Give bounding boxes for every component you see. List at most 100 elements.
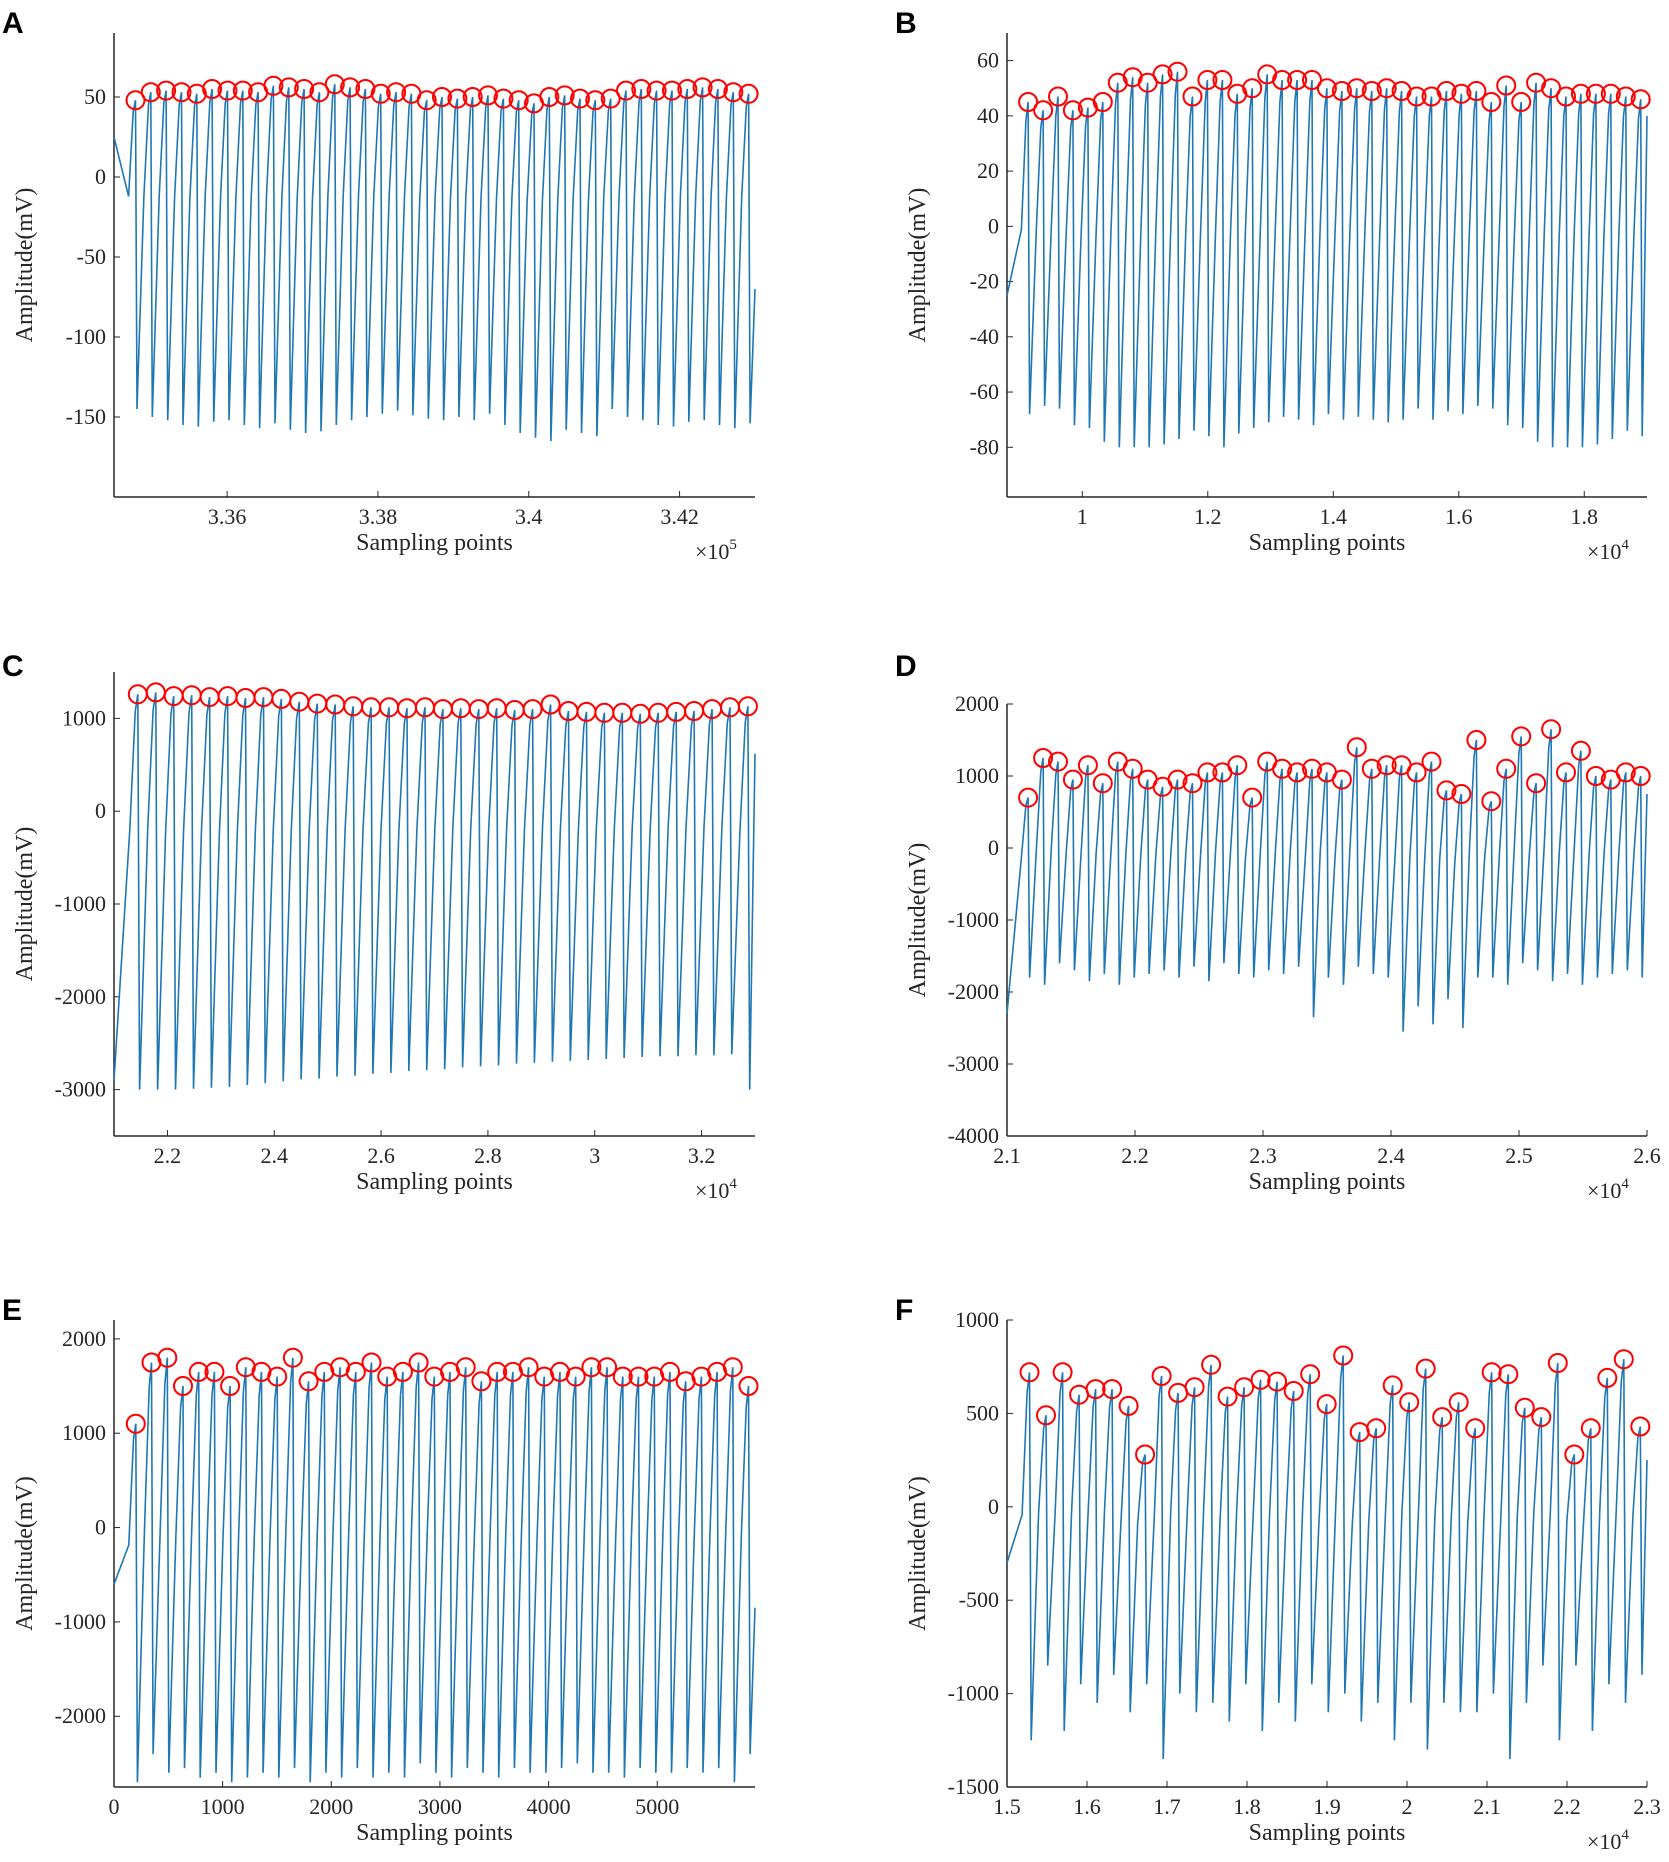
peak-marker bbox=[1376, 78, 1397, 99]
peak-marker bbox=[140, 82, 161, 103]
peak-marker bbox=[1018, 787, 1039, 808]
peak-marker bbox=[565, 1366, 586, 1387]
peak-marker bbox=[1331, 769, 1352, 790]
peak-marker bbox=[1033, 100, 1054, 121]
x-tick-label: 2.4 bbox=[1377, 1143, 1405, 1168]
x-axis-label: Sampling points bbox=[356, 1169, 513, 1195]
peak-marker bbox=[508, 90, 529, 111]
peak-marker bbox=[522, 699, 543, 720]
x-tick-label: 1000 bbox=[201, 1794, 245, 1819]
peak-marker bbox=[1184, 1377, 1205, 1398]
peak-marker bbox=[1511, 726, 1532, 747]
peak-marker bbox=[1018, 92, 1039, 112]
y-tick-label: -2000 bbox=[55, 1703, 106, 1728]
x-axis-label: Sampling points bbox=[356, 530, 513, 556]
peak-marker bbox=[1287, 70, 1308, 90]
peak-marker bbox=[156, 80, 177, 101]
peak-marker bbox=[361, 1352, 382, 1373]
peak-marker bbox=[1564, 1444, 1585, 1465]
peak-marker bbox=[355, 79, 376, 99]
peak-marker bbox=[1406, 86, 1427, 107]
peak-marker bbox=[1465, 1418, 1486, 1439]
peak-marker bbox=[1541, 78, 1562, 99]
panel-letter: D bbox=[895, 650, 917, 683]
peak-marker bbox=[282, 1347, 303, 1368]
peak-marker bbox=[267, 1366, 288, 1387]
peak-marker bbox=[1234, 1377, 1255, 1398]
x-tick-label: 3.36 bbox=[208, 504, 247, 529]
peak-marker bbox=[738, 83, 759, 104]
peak-marker bbox=[125, 1413, 146, 1434]
peak-marker bbox=[462, 87, 483, 107]
x-axis-label: Sampling points bbox=[1249, 1169, 1406, 1195]
x-tick-label: 1.2 bbox=[1194, 504, 1222, 529]
peak-marker bbox=[478, 85, 498, 106]
peak-marker bbox=[173, 1376, 193, 1396]
x-tick-label: 2.2 bbox=[1553, 1794, 1581, 1819]
peak-marker bbox=[1556, 86, 1576, 107]
peak-marker bbox=[707, 79, 728, 99]
peak-marker bbox=[518, 1357, 539, 1378]
y-tick-label: -2000 bbox=[55, 984, 106, 1009]
peak-marker bbox=[493, 88, 514, 109]
signal-trace bbox=[1006, 71, 1648, 448]
y-tick-label: 1000 bbox=[62, 1420, 106, 1445]
peak-marker bbox=[1580, 1418, 1601, 1439]
peak-marker bbox=[1630, 1416, 1651, 1437]
y-tick-label: -20 bbox=[970, 269, 999, 294]
peak-marker bbox=[1541, 719, 1562, 740]
peak-marker bbox=[1511, 92, 1532, 112]
x-tick-label: 1.9 bbox=[1313, 1794, 1341, 1819]
peak-marker bbox=[1615, 762, 1636, 783]
peak-marker bbox=[1570, 83, 1591, 104]
y-tick-label: -150 bbox=[66, 404, 106, 429]
peak-marker bbox=[1062, 100, 1083, 121]
y-tick-label: 20 bbox=[977, 158, 999, 183]
x-tick-label: 3.42 bbox=[660, 504, 699, 529]
x-axis-label: Sampling points bbox=[1249, 530, 1406, 556]
y-tick-label: -1000 bbox=[948, 1681, 999, 1706]
peak-marker bbox=[581, 1357, 602, 1378]
peak-marker bbox=[1102, 1379, 1123, 1400]
y-tick-label: 50 bbox=[84, 84, 106, 109]
peak-marker bbox=[1167, 769, 1188, 790]
peak-marker bbox=[455, 1357, 476, 1378]
peak-marker bbox=[1615, 86, 1636, 107]
panel-letter: A bbox=[2, 7, 24, 40]
x-tick-label: 2.6 bbox=[367, 1143, 395, 1168]
peak-marker bbox=[1152, 64, 1173, 85]
peak-marker bbox=[1135, 1444, 1156, 1465]
peak-marker bbox=[204, 1361, 225, 1382]
peak-marker bbox=[692, 77, 713, 98]
peak-marker bbox=[660, 1361, 680, 1382]
peak-marker bbox=[1048, 86, 1068, 107]
peak-marker bbox=[1421, 751, 1442, 772]
y-axis-label: Amplitude(mV) bbox=[12, 188, 38, 343]
x-tick-label: 3.4 bbox=[515, 504, 543, 529]
y-tick-label: 0 bbox=[988, 835, 999, 860]
peak-marker bbox=[1287, 762, 1308, 783]
signal-trace bbox=[1006, 1355, 1648, 1760]
x-tick-label: 2.2 bbox=[154, 1143, 182, 1168]
y-tick-label: -40 bbox=[970, 324, 999, 349]
x-multiplier: ×10 bbox=[1587, 1178, 1621, 1203]
peak-marker bbox=[631, 79, 652, 99]
peak-marker bbox=[570, 88, 590, 109]
y-tick-label: -100 bbox=[66, 324, 106, 349]
y-tick-label: 1000 bbox=[955, 1307, 999, 1332]
x-multiplier: ×10 bbox=[1587, 539, 1621, 564]
peak-marker bbox=[616, 80, 636, 101]
peak-marker bbox=[1466, 81, 1487, 101]
y-tick-label: -1000 bbox=[55, 1609, 106, 1634]
x-exponent: 4 bbox=[729, 1176, 737, 1192]
peak-marker bbox=[263, 75, 284, 96]
x-tick-label: 2.6 bbox=[1633, 1143, 1661, 1168]
x-multiplier: ×10 bbox=[1587, 1829, 1621, 1854]
peak-marker bbox=[539, 87, 560, 107]
peak-marker bbox=[386, 82, 407, 103]
peak-marker bbox=[1613, 1349, 1634, 1370]
peak-marker bbox=[1182, 773, 1203, 794]
peak-marker bbox=[1597, 1367, 1618, 1388]
peak-marker bbox=[1451, 83, 1472, 104]
peak-marker bbox=[1272, 70, 1293, 90]
